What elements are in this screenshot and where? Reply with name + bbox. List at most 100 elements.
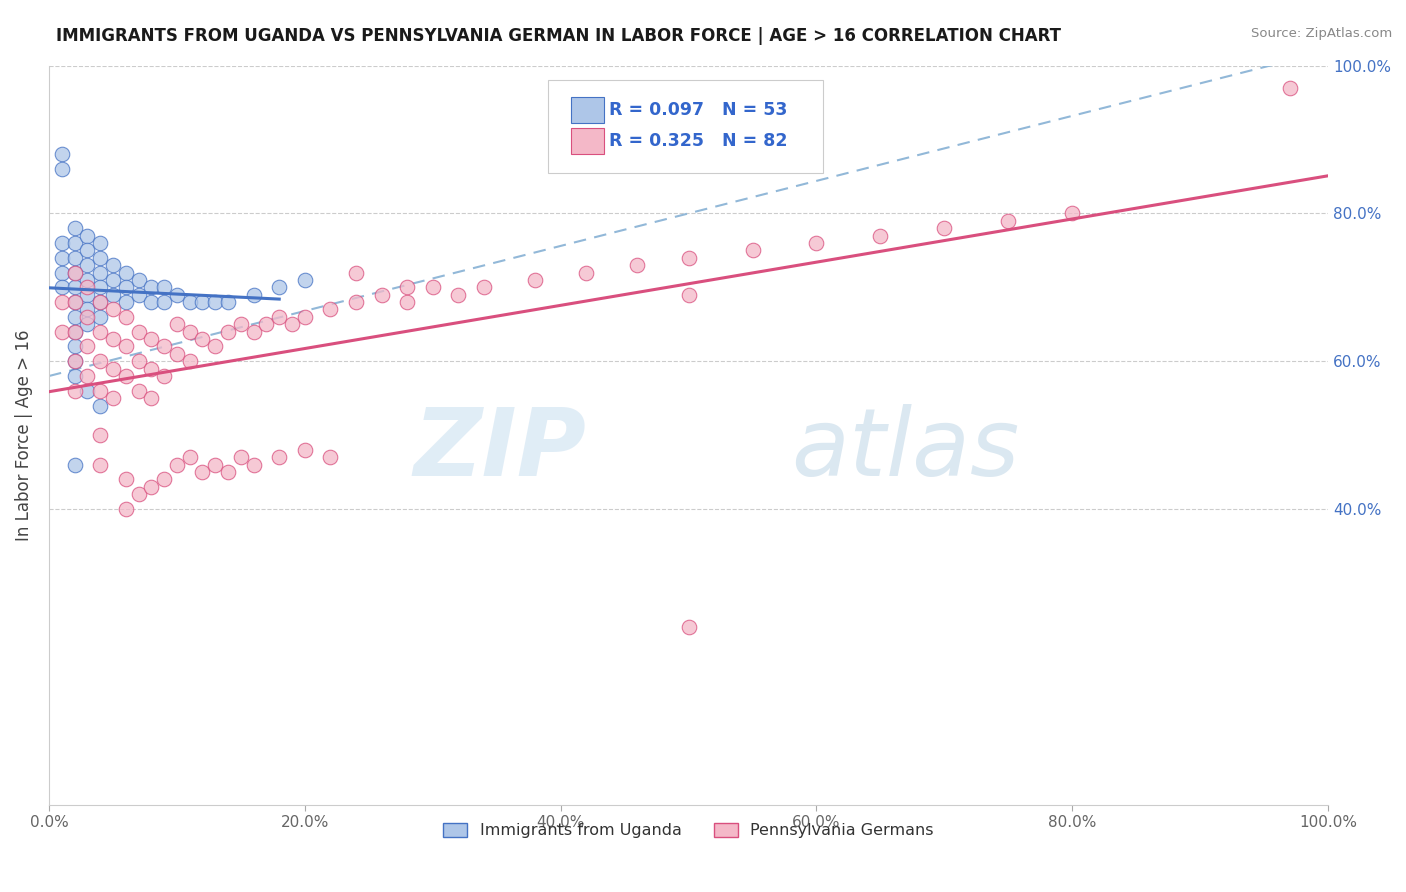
Point bbox=[269, 280, 291, 294]
Point bbox=[1278, 80, 1301, 95]
Point bbox=[101, 287, 124, 301]
Point bbox=[204, 295, 226, 310]
Point bbox=[141, 480, 163, 494]
Point bbox=[934, 221, 956, 235]
FancyBboxPatch shape bbox=[571, 97, 605, 122]
Point bbox=[101, 332, 124, 346]
Point bbox=[869, 228, 891, 243]
Point bbox=[76, 369, 98, 384]
Point bbox=[524, 273, 547, 287]
Point bbox=[179, 354, 201, 368]
Point bbox=[114, 473, 136, 487]
Point bbox=[179, 295, 201, 310]
Point bbox=[128, 287, 150, 301]
Point bbox=[204, 458, 226, 472]
Point bbox=[89, 295, 111, 310]
Point bbox=[76, 384, 98, 398]
Point bbox=[76, 287, 98, 301]
Point bbox=[51, 235, 73, 250]
Point bbox=[89, 295, 111, 310]
Point bbox=[89, 428, 111, 442]
Point bbox=[166, 458, 188, 472]
Point bbox=[63, 354, 86, 368]
Point bbox=[89, 310, 111, 324]
Point bbox=[63, 325, 86, 339]
Point bbox=[141, 295, 163, 310]
Point bbox=[217, 465, 239, 479]
Text: Source: ZipAtlas.com: Source: ZipAtlas.com bbox=[1251, 27, 1392, 40]
Point bbox=[128, 384, 150, 398]
Point bbox=[153, 295, 176, 310]
FancyBboxPatch shape bbox=[548, 80, 823, 173]
Point bbox=[806, 235, 828, 250]
Point bbox=[51, 162, 73, 177]
Point bbox=[89, 325, 111, 339]
Point bbox=[294, 442, 316, 457]
Point bbox=[63, 310, 86, 324]
Point bbox=[294, 310, 316, 324]
Point bbox=[89, 251, 111, 265]
Text: atlas: atlas bbox=[792, 404, 1019, 495]
Point bbox=[166, 287, 188, 301]
Point bbox=[141, 391, 163, 405]
Point bbox=[141, 280, 163, 294]
Point bbox=[166, 347, 188, 361]
Point bbox=[114, 339, 136, 353]
Point bbox=[89, 354, 111, 368]
Point bbox=[396, 295, 419, 310]
Point bbox=[63, 295, 86, 310]
Point bbox=[63, 235, 86, 250]
Point bbox=[319, 450, 342, 465]
Point bbox=[472, 280, 495, 294]
Point bbox=[63, 369, 86, 384]
Point bbox=[89, 280, 111, 294]
Point bbox=[166, 318, 188, 332]
Text: R = 0.097   N = 53: R = 0.097 N = 53 bbox=[609, 101, 787, 119]
Point bbox=[294, 273, 316, 287]
Point bbox=[191, 465, 214, 479]
Point bbox=[89, 384, 111, 398]
Point bbox=[101, 258, 124, 272]
Text: R = 0.325   N = 82: R = 0.325 N = 82 bbox=[609, 132, 787, 150]
Point bbox=[114, 266, 136, 280]
Point bbox=[114, 280, 136, 294]
Point bbox=[204, 339, 226, 353]
Point bbox=[254, 318, 277, 332]
Point bbox=[141, 361, 163, 376]
Point bbox=[76, 302, 98, 317]
Point bbox=[447, 287, 470, 301]
Point bbox=[76, 280, 98, 294]
Point bbox=[269, 310, 291, 324]
Point bbox=[396, 280, 419, 294]
Point bbox=[997, 214, 1019, 228]
Point bbox=[191, 295, 214, 310]
Point bbox=[179, 450, 201, 465]
Point bbox=[101, 391, 124, 405]
Point bbox=[101, 273, 124, 287]
Point bbox=[242, 325, 264, 339]
Point bbox=[63, 339, 86, 353]
Point bbox=[89, 458, 111, 472]
Point bbox=[242, 458, 264, 472]
Point bbox=[76, 273, 98, 287]
Point bbox=[76, 339, 98, 353]
Point bbox=[51, 147, 73, 161]
Point bbox=[678, 287, 700, 301]
Point bbox=[319, 302, 342, 317]
Point bbox=[89, 266, 111, 280]
Text: IMMIGRANTS FROM UGANDA VS PENNSYLVANIA GERMAN IN LABOR FORCE | AGE > 16 CORRELAT: IMMIGRANTS FROM UGANDA VS PENNSYLVANIA G… bbox=[56, 27, 1062, 45]
Point bbox=[626, 258, 648, 272]
Point bbox=[63, 221, 86, 235]
Point bbox=[741, 244, 763, 258]
Point bbox=[63, 280, 86, 294]
Point bbox=[114, 502, 136, 516]
Text: ZIP: ZIP bbox=[413, 404, 586, 496]
Point bbox=[63, 266, 86, 280]
Point bbox=[76, 310, 98, 324]
Point bbox=[76, 318, 98, 332]
Point bbox=[114, 295, 136, 310]
Legend: Immigrants from Uganda, Pennsylvania Germans: Immigrants from Uganda, Pennsylvania Ger… bbox=[437, 816, 941, 845]
Point bbox=[422, 280, 444, 294]
Point bbox=[242, 287, 264, 301]
Point bbox=[63, 384, 86, 398]
